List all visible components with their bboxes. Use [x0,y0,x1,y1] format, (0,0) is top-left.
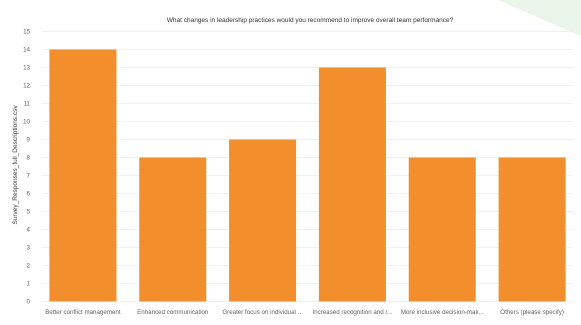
bar [49,49,117,302]
bars [49,49,566,302]
y-tick-label: 2 [27,263,31,270]
x-axis-ticks: Better conflict management Enhanced commu… [45,309,564,316]
y-tick-label: 8 [27,155,31,162]
y-tick-label: 4 [27,227,31,234]
y-tick-label: 3 [27,245,31,252]
y-tick-label: 6 [27,191,31,198]
bar [498,157,566,302]
y-tick-label: 11 [24,101,31,108]
x-tick-label: Better conflict management [45,309,121,316]
x-tick-label: Enhanced communication [137,309,209,316]
bar [229,139,297,302]
y-tick-label: 14 [23,47,30,54]
bar [318,67,386,302]
y-tick-label: 13 [23,65,30,72]
bar [139,157,207,302]
y-axis-label: Survey_Responses_full_Descriptions.csv [12,105,19,225]
y-tick-label: 15 [23,29,30,36]
gridlines [42,31,573,302]
x-tick-label: More inclusive decision-mak... [401,309,484,316]
y-tick-label: 12 [23,83,30,90]
chart-title: What changes in leadership practices wou… [167,17,454,24]
y-tick-label: 9 [27,137,31,144]
y-tick-label: 5 [27,209,31,216]
y-tick-label: 10 [23,119,30,126]
bar [408,157,476,302]
y-tick-label: 0 [27,299,31,306]
y-tick-label: 1 [27,281,31,288]
corner-decoration-inner [520,0,581,22]
y-tick-label: 7 [27,173,31,180]
x-tick-label: Others (please specify) [500,309,564,316]
x-tick-label: Increased recognition and r... [313,309,393,316]
x-tick-label: Greater focus on individual ... [222,309,303,316]
